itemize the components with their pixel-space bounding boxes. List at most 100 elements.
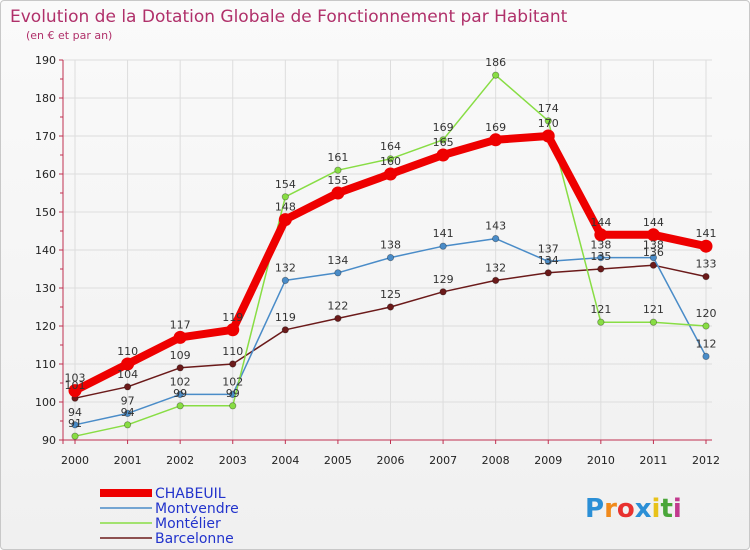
- y-tick-label: 190: [35, 54, 56, 67]
- data-point: [123, 421, 132, 429]
- data-label: 148: [275, 201, 296, 214]
- data-label: 110: [222, 345, 243, 358]
- data-point: [229, 360, 237, 368]
- legend-label: Montélier: [155, 516, 221, 532]
- legend-label: CHABEUIL: [155, 486, 226, 502]
- y-tick-label: 160: [35, 168, 56, 181]
- data-label: 160: [380, 155, 401, 168]
- data-label: 165: [433, 136, 454, 149]
- x-tick-label: 2000: [61, 454, 89, 467]
- data-point: [492, 71, 500, 79]
- data-label: 102: [222, 375, 243, 388]
- data-point: [492, 235, 500, 243]
- data-label: 134: [538, 254, 559, 267]
- data-point: [384, 167, 397, 181]
- data-label: 136: [643, 246, 664, 259]
- data-label: 103: [65, 372, 86, 385]
- data-point: [121, 357, 135, 371]
- data-label: 129: [433, 273, 454, 286]
- data-point: [334, 269, 342, 277]
- x-tick-label: 2007: [429, 454, 457, 467]
- data-label: 94: [121, 406, 135, 419]
- x-tick-label: 2012: [692, 454, 720, 467]
- data-point: [699, 239, 713, 253]
- data-label: 117: [170, 318, 191, 331]
- data-label: 144: [643, 216, 664, 229]
- chart-title: Evolution de la Dotation Globale de Fonc…: [10, 7, 568, 27]
- data-point: [176, 364, 184, 372]
- data-label: 99: [226, 387, 240, 400]
- logo-letter: i: [673, 494, 682, 524]
- legend-label: Montvendre: [155, 501, 239, 517]
- data-label: 97: [121, 394, 135, 407]
- data-point: [597, 318, 605, 326]
- y-tick-label: 140: [35, 244, 56, 257]
- logo-letter: x: [635, 494, 652, 524]
- data-point: [176, 402, 184, 410]
- data-label: 141: [696, 227, 717, 240]
- data-label: 137: [538, 242, 559, 255]
- data-point: [702, 352, 710, 360]
- data-point: [68, 384, 82, 398]
- data-label: 138: [380, 239, 401, 252]
- data-label: 119: [222, 311, 243, 324]
- data-point: [597, 265, 605, 273]
- legend-label: Barcelonne: [155, 531, 234, 547]
- data-point: [386, 254, 395, 262]
- data-point: [544, 117, 552, 125]
- data-label: 143: [485, 220, 506, 233]
- data-label: 138: [643, 239, 664, 252]
- data-label: 119: [275, 311, 296, 324]
- data-label: 110: [117, 345, 138, 358]
- data-point: [334, 314, 342, 322]
- data-label: 120: [696, 307, 717, 320]
- data-label: 121: [590, 303, 611, 316]
- data-label: 104: [117, 368, 138, 381]
- data-point: [123, 409, 132, 417]
- data-label: 122: [327, 299, 348, 312]
- y-tick-label: 150: [35, 206, 56, 219]
- data-point: [439, 242, 447, 250]
- data-point: [702, 272, 710, 281]
- proxiti-logo: Proxiti: [585, 494, 682, 524]
- y-tick-label: 180: [35, 92, 56, 105]
- data-label: 161: [327, 151, 348, 164]
- data-point: [123, 383, 132, 391]
- data-label: 169: [433, 121, 454, 134]
- data-label: 154: [275, 178, 296, 191]
- x-tick-label: 2006: [377, 454, 405, 467]
- data-label: 169: [485, 121, 506, 134]
- data-point: [331, 186, 345, 200]
- data-point: [281, 193, 289, 201]
- data-point: [439, 288, 447, 296]
- data-label: 102: [170, 375, 191, 388]
- chart-subtitle: (en € et par an): [26, 29, 112, 42]
- data-label: 174: [538, 102, 559, 115]
- data-point: [544, 269, 552, 277]
- x-tick-label: 2004: [271, 454, 299, 467]
- x-tick-label: 2002: [166, 454, 194, 467]
- data-point: [439, 136, 447, 144]
- data-point: [702, 322, 710, 330]
- data-label: 109: [170, 349, 191, 362]
- data-point: [649, 318, 658, 326]
- data-point: [649, 254, 658, 262]
- data-point: [541, 129, 555, 143]
- logo-letter: r: [604, 494, 617, 524]
- data-label: 155: [327, 174, 348, 187]
- data-point: [71, 432, 79, 440]
- x-tick-label: 2010: [587, 454, 615, 467]
- data-label: 132: [485, 261, 506, 274]
- x-tick-label: 2001: [114, 454, 142, 467]
- data-label: 170: [538, 117, 559, 130]
- data-label: 141: [433, 227, 454, 240]
- data-point: [544, 257, 552, 265]
- data-label: 186: [485, 56, 506, 69]
- data-label: 133: [696, 258, 717, 271]
- logo-letter: i: [652, 494, 661, 524]
- data-label: 135: [590, 250, 611, 263]
- data-point: [226, 323, 240, 337]
- data-point: [386, 155, 395, 163]
- x-tick-label: 2008: [482, 454, 510, 467]
- data-point: [594, 228, 608, 242]
